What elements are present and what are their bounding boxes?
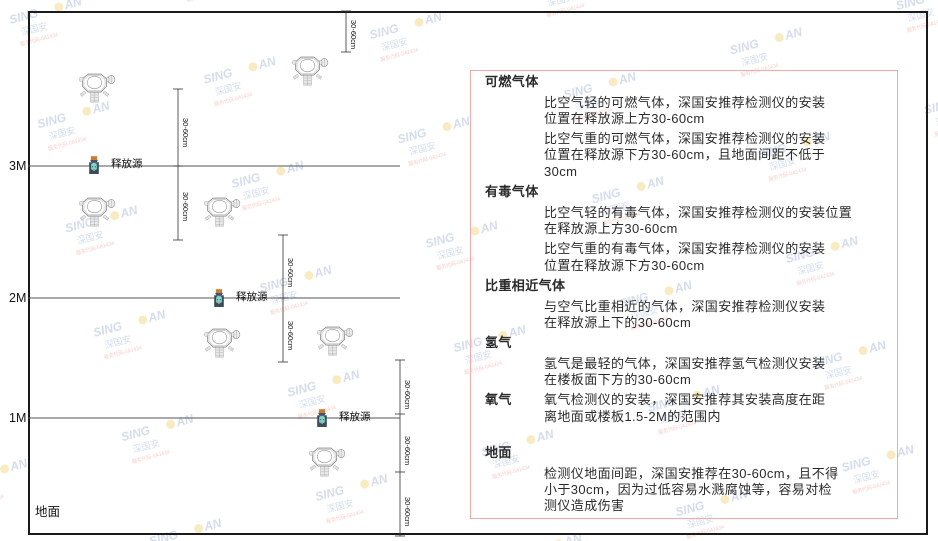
svg-text:30-60cm: 30-60cm — [403, 380, 412, 409]
svg-text:30-60cm: 30-60cm — [286, 258, 295, 287]
svg-text:30-60cm: 30-60cm — [181, 192, 190, 221]
svg-text:2M: 2M — [9, 291, 26, 305]
svg-text:30-60cm: 30-60cm — [349, 20, 358, 49]
svg-text:30-60cm: 30-60cm — [181, 118, 190, 147]
svg-text:释放源: 释放源 — [236, 290, 268, 303]
svg-text:30-60cm: 30-60cm — [403, 497, 412, 526]
svg-text:3M: 3M — [9, 159, 26, 173]
svg-text:地面: 地面 — [35, 505, 60, 519]
svg-text:30-60cm: 30-60cm — [286, 321, 295, 350]
svg-text:释放源: 释放源 — [111, 157, 143, 170]
svg-text:30-60cm: 30-60cm — [403, 436, 412, 465]
svg-text:1M: 1M — [9, 411, 26, 425]
svg-text:释放源: 释放源 — [339, 410, 371, 423]
